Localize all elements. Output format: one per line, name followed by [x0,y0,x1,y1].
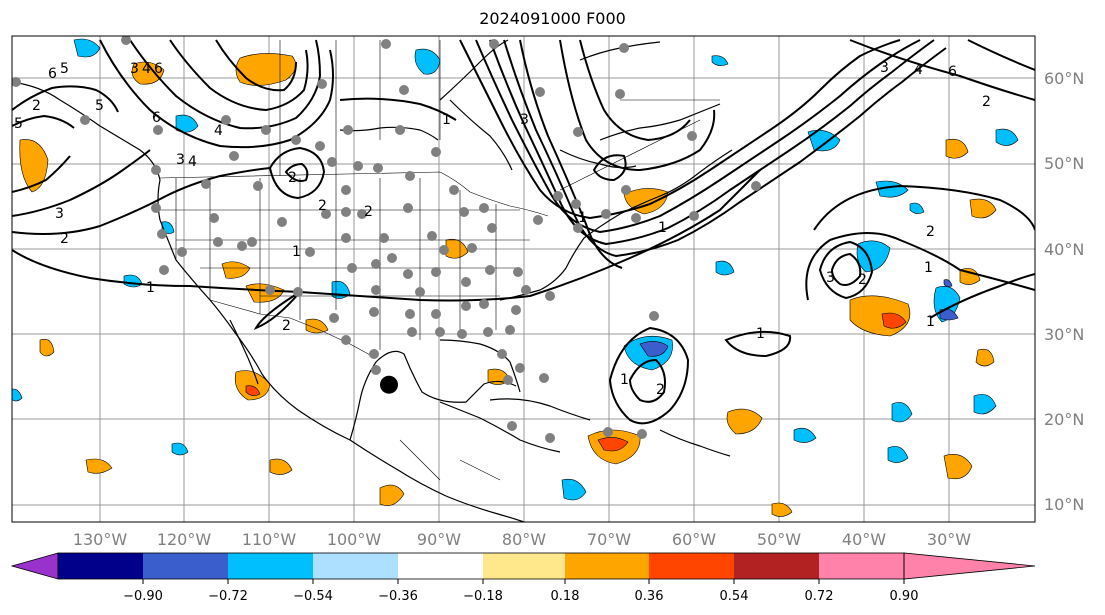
lon-label: 50°W [757,530,801,549]
colorbar-ticks [142,579,905,584]
colorbar-segment [228,553,313,579]
lat-label: 60°N [1044,69,1084,88]
contour-label: 1 [146,280,155,296]
contour-label: 2 [926,224,935,240]
contour-label: 4 [214,123,223,139]
colorbar-extend-left [10,552,59,580]
colorbar-tick-label: 0.18 [551,589,580,604]
location-marker [380,375,398,394]
contour-label: 1 [756,326,765,342]
colorbar-tick-label: 0.54 [720,589,749,604]
contour-label: 1 [658,220,667,236]
colorbar-segment [143,553,228,579]
lon-label: 40°W [842,530,886,549]
lat-label: 20°N [1044,410,1084,429]
contour-label: 1 [442,112,451,128]
contour-labels: 6 5 3 4 6 5 2 5 4 3 6 4 1 3 2 6 4 3 2 1 … [14,60,991,398]
contour-label: 2 [364,204,373,220]
contour-label: 1 [926,314,935,330]
lon-label: 80°W [502,530,546,549]
contour-label: 2 [32,98,41,114]
colorbar-extend-right [903,552,1036,580]
contour-label: 1 [924,260,933,276]
lon-label: 70°W [587,530,631,549]
colorbar-segment [398,553,483,579]
contour-label: 2 [60,231,69,247]
lat-label: 40°N [1044,240,1084,259]
contour-label: 1 [292,244,301,260]
map-title: 2024091000 F000 [479,9,626,28]
colorbar-segment [313,553,398,579]
colorbar: −0.90 −0.72 −0.54 −0.36 −0.18 0.18 0.36 … [10,552,1036,604]
contour-label: 2 [858,272,867,288]
lat-label: 10°N [1044,495,1084,514]
contour-label: 3 [826,270,835,286]
colorbar-segment [649,553,734,579]
contour-label: 6 [48,66,57,82]
colorbar-segment [565,553,649,579]
lat-label: 30°N [1044,325,1084,344]
contour-label: 6 [948,64,957,80]
contour-label: 4 [188,154,197,170]
lon-label: 30°W [927,530,971,549]
colorbar-tick-label: 0.72 [805,589,834,604]
map-frame [11,35,1036,523]
contour-label: 2 [288,170,297,186]
longitude-labels: 130°W 120°W 110°W 100°W 90°W 80°W 70°W 6… [73,530,971,549]
contour-label: 5 [14,116,23,132]
contour-label: 5 [95,98,104,114]
contour-label: 2 [982,94,991,110]
contour-label: 2 [318,198,327,214]
colorbar-segment [819,553,904,579]
lon-label: 120°W [157,530,212,549]
station-dots [12,36,761,443]
contour-label: 1 [620,372,629,388]
lon-label: 100°W [327,530,382,549]
colorbar-tick-label: −0.36 [378,589,418,604]
colorbar-tick-label: −0.54 [293,589,333,604]
contour-label: 2 [656,382,665,398]
contour-label: 6 [154,61,163,77]
contour-label: 1 [578,210,587,226]
contour-label: 3 [520,112,529,128]
contour-label: 6 [152,110,161,126]
lon-label: 60°W [672,530,716,549]
contour-label: 2 [282,318,291,334]
contour-label: 3 [130,61,139,77]
contour-label: 4 [914,62,923,78]
lon-label: 130°W [73,530,128,549]
colorbar-tick-label: 0.36 [635,589,664,604]
contour-label: 3 [176,152,185,168]
colorbar-tick-label: −0.72 [208,589,248,604]
colorbar-tick-label: 0.90 [890,589,919,604]
colorbar-tick-label: −0.18 [463,589,503,604]
contour-label: 4 [142,61,151,77]
contour-label: 3 [55,206,64,222]
shaded-field-patches [12,38,1019,517]
colorbar-segment [483,553,565,579]
colorbar-segment [58,553,143,579]
colorbar-segment [734,553,819,579]
lat-label: 50°N [1044,154,1084,173]
colorbar-tick-label: −0.90 [123,589,163,604]
lon-label: 110°W [242,530,297,549]
lon-label: 90°W [417,530,461,549]
contour-label: 5 [60,61,69,77]
contour-label: 3 [880,60,889,76]
latitude-labels: 60°N 50°N 40°N 30°N 20°N 10°N [1044,69,1084,514]
